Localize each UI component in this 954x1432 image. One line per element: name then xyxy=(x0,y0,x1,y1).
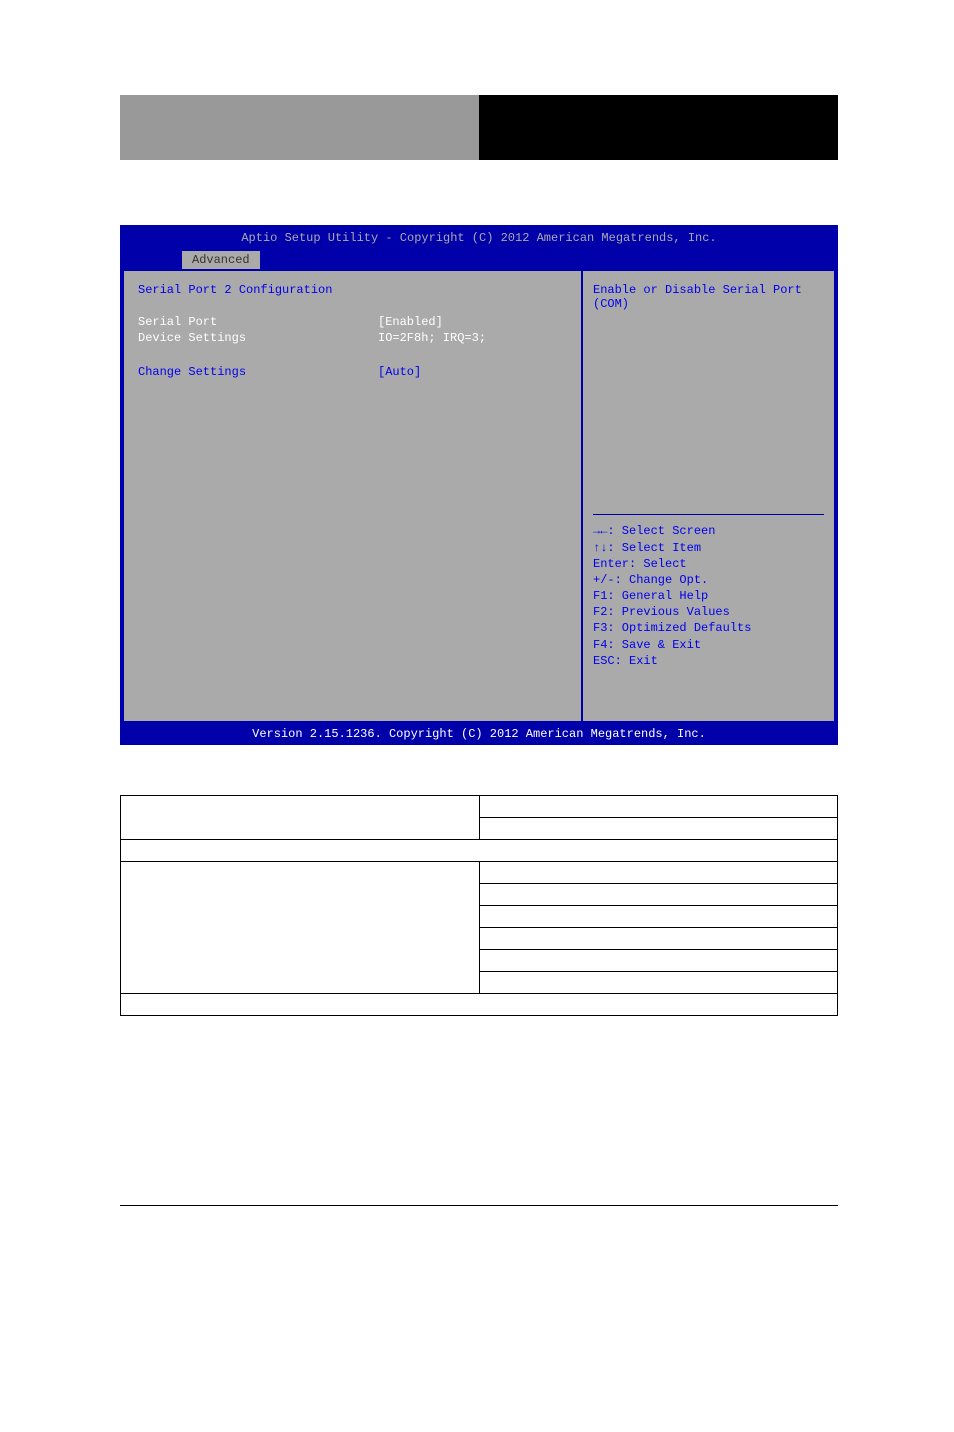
table-cell-right-7 xyxy=(479,950,838,972)
bios-left-panel: Serial Port 2 Configuration Serial Port … xyxy=(124,271,581,721)
nav-f3: F3: Optimized Defaults xyxy=(593,620,824,636)
config-row-device-settings: Device Settings IO=2F8h; IRQ=3; xyxy=(138,331,567,345)
config-row-serial-port[interactable]: Serial Port [Enabled] xyxy=(138,315,567,329)
bios-title: Aptio Setup Utility - Copyright (C) 2012… xyxy=(122,227,836,249)
table-cell-right-6 xyxy=(479,928,838,950)
help-line-1: Enable or Disable Serial Port xyxy=(593,283,824,297)
top-bar-left xyxy=(120,95,479,160)
table-cell-left-1 xyxy=(121,796,480,840)
config-row-change-settings[interactable]: Change Settings [Auto] xyxy=(138,365,567,379)
options-table xyxy=(120,795,838,1016)
table-row xyxy=(121,796,838,818)
table-cell-full-2 xyxy=(121,994,838,1016)
bios-footer: Version 2.15.1236. Copyright (C) 2012 Am… xyxy=(122,723,836,745)
help-line-2: (COM) xyxy=(593,297,824,311)
bios-right-panel: Enable or Disable Serial Port (COM) →←: … xyxy=(581,271,834,721)
value-device-settings: IO=2F8h; IRQ=3; xyxy=(378,331,486,345)
table-row xyxy=(121,862,838,884)
value-serial-port: [Enabled] xyxy=(378,315,443,329)
table-cell-right-5 xyxy=(479,906,838,928)
top-header-bar xyxy=(120,95,838,160)
table-cell-right-2 xyxy=(479,818,838,840)
bios-screen: Aptio Setup Utility - Copyright (C) 2012… xyxy=(120,225,838,745)
nav-change-opt: +/-: Change Opt. xyxy=(593,572,824,588)
top-bar-right xyxy=(479,95,838,160)
help-divider xyxy=(593,514,824,515)
table-cell-full-1 xyxy=(121,840,838,862)
label-change-settings: Change Settings xyxy=(138,365,378,379)
table-cell-right-1 xyxy=(479,796,838,818)
section-title: Serial Port 2 Configuration xyxy=(138,283,567,297)
nav-select-screen: →←: Select Screen xyxy=(593,523,824,539)
table-cell-left-2 xyxy=(121,862,480,994)
table-cell-right-8 xyxy=(479,972,838,994)
value-change-settings: [Auto] xyxy=(378,365,421,379)
table-cell-right-4 xyxy=(479,884,838,906)
nav-f1: F1: General Help xyxy=(593,588,824,604)
table-row xyxy=(121,994,838,1016)
nav-esc: ESC: Exit xyxy=(593,653,824,669)
spacer xyxy=(138,347,567,365)
bottom-divider-line xyxy=(120,1205,838,1206)
nav-f2: F2: Previous Values xyxy=(593,604,824,620)
table-row xyxy=(121,840,838,862)
label-device-settings: Device Settings xyxy=(138,331,378,345)
bios-body: Serial Port 2 Configuration Serial Port … xyxy=(122,269,836,723)
nav-f4: F4: Save & Exit xyxy=(593,637,824,653)
bios-tab-row: Advanced xyxy=(122,249,836,269)
help-spacer xyxy=(593,311,824,506)
label-serial-port: Serial Port xyxy=(138,315,378,329)
tab-advanced[interactable]: Advanced xyxy=(182,251,260,269)
table-cell-right-3 xyxy=(479,862,838,884)
nav-enter: Enter: Select xyxy=(593,556,824,572)
nav-bottom-spacer xyxy=(593,669,824,709)
nav-select-item: ↑↓: Select Item xyxy=(593,540,824,556)
